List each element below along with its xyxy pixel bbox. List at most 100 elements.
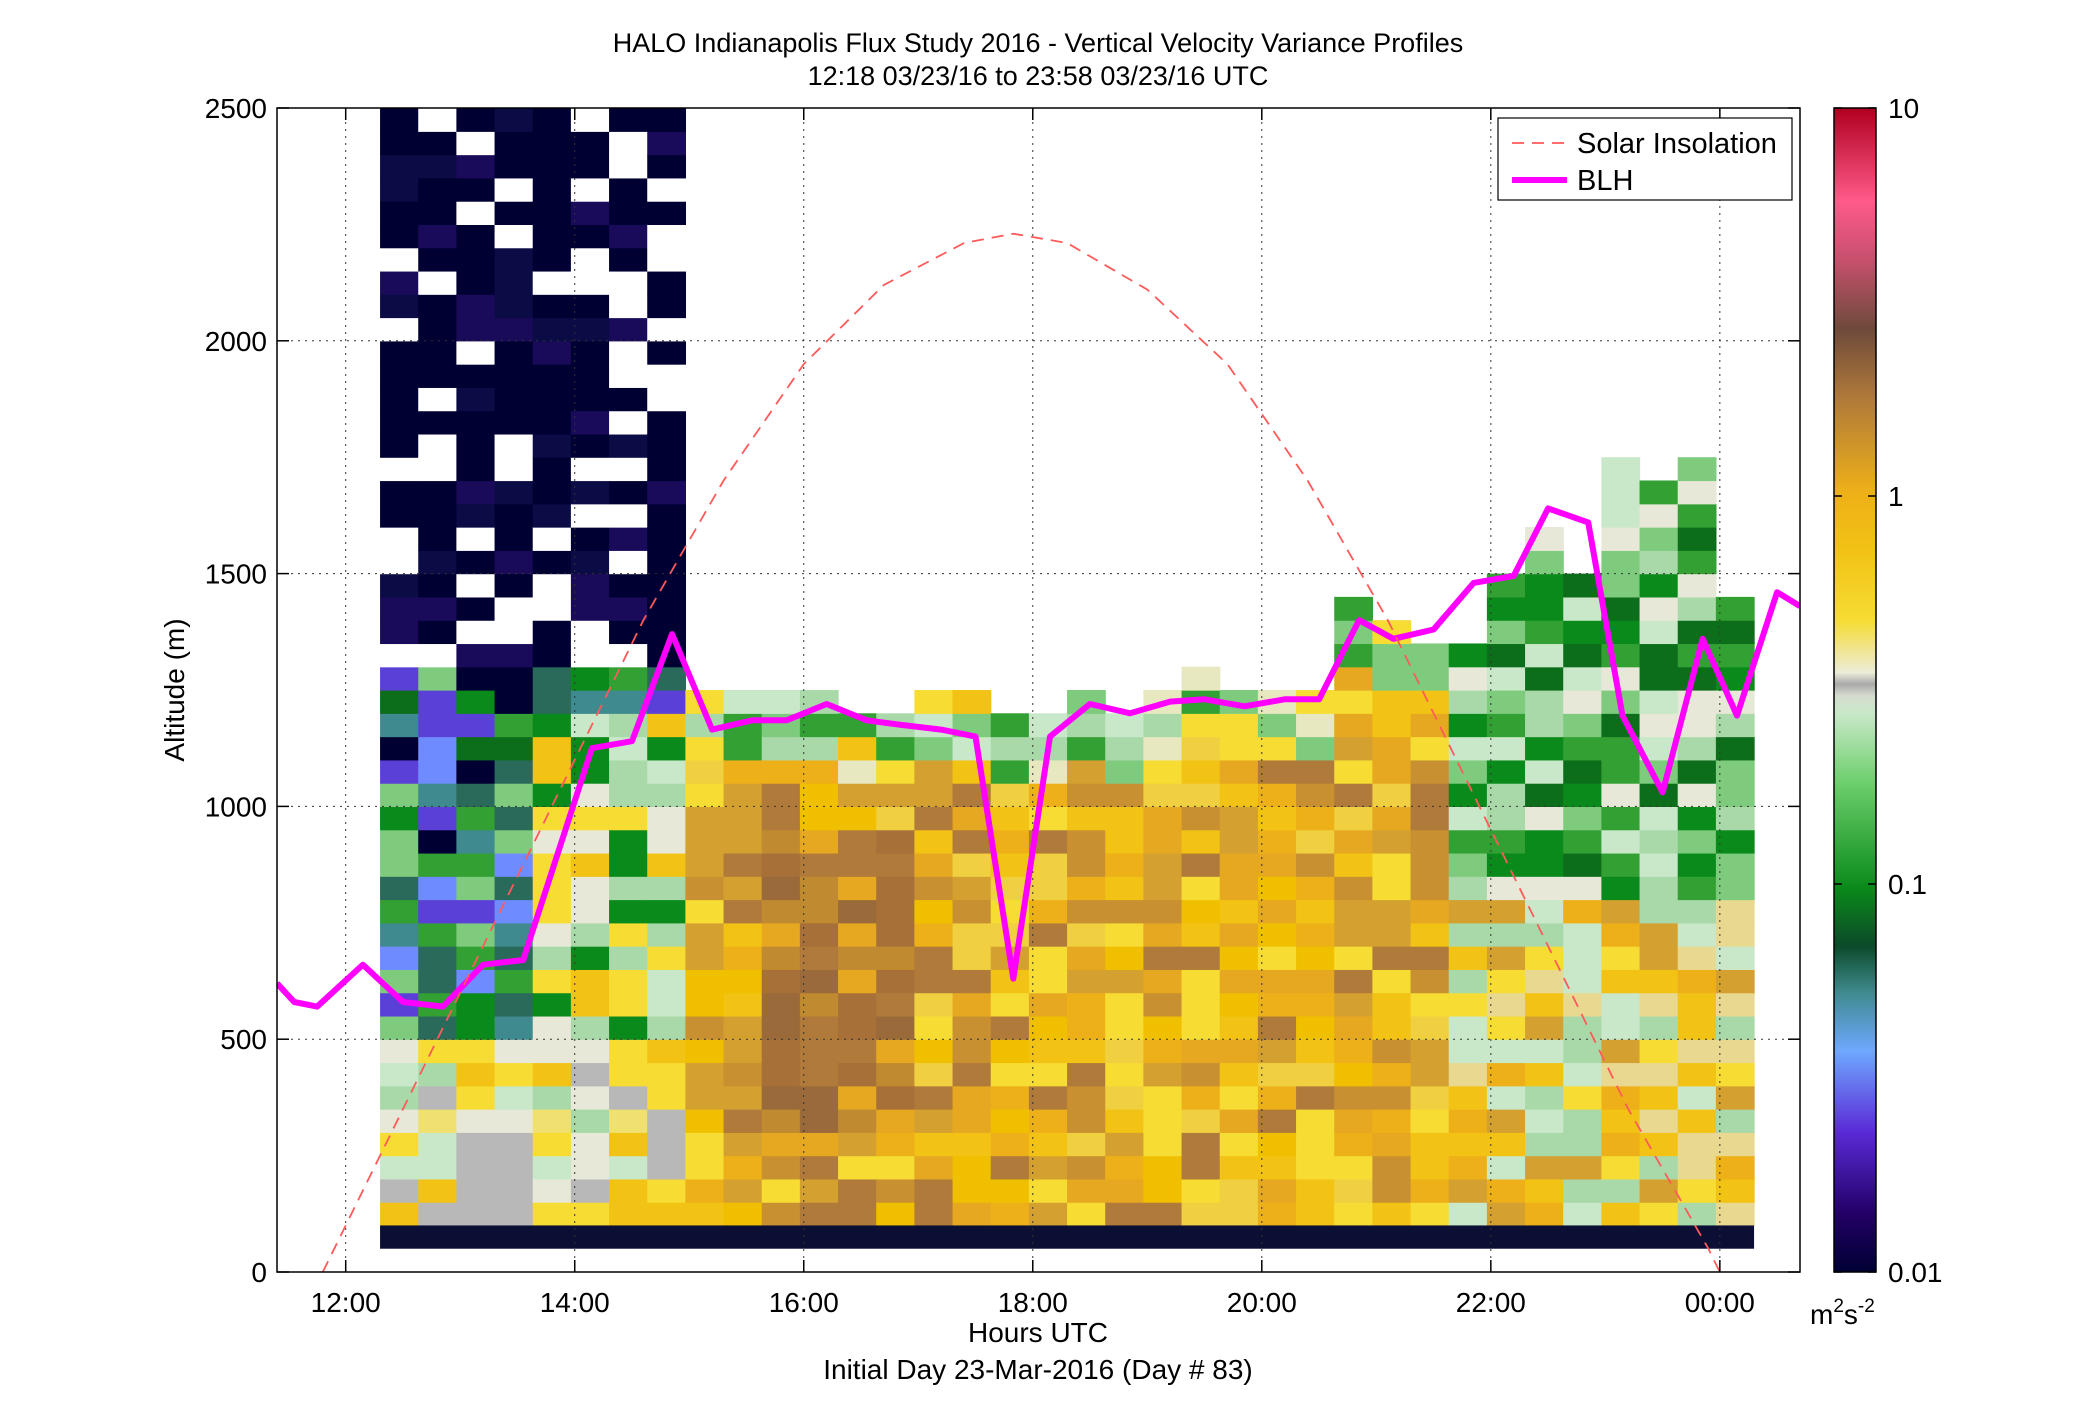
heatmap-cell <box>532 1039 572 1064</box>
heatmap-cell <box>1601 1039 1641 1064</box>
heatmap-cell <box>990 713 1030 738</box>
heatmap-cell <box>1219 876 1259 901</box>
heatmap-cell <box>990 992 1030 1017</box>
heatmap-cell <box>494 317 534 342</box>
heatmap-cell <box>799 1015 839 1040</box>
heatmap-cell <box>1028 922 1068 947</box>
heatmap-cell <box>1334 852 1373 877</box>
heatmap-cell <box>570 666 610 691</box>
colorbar-unit-mid: s <box>1844 1299 1858 1330</box>
heatmap-cell <box>914 1085 954 1110</box>
heatmap-cell <box>609 503 648 528</box>
heatmap-cell <box>570 317 610 342</box>
heatmap-cell <box>609 108 648 132</box>
heatmap-cell <box>418 108 457 132</box>
heatmap-cell <box>1334 596 1373 621</box>
heatmap-cell <box>456 364 496 388</box>
heatmap-cell <box>838 899 877 924</box>
heatmap-cell <box>1219 899 1259 924</box>
heatmap-cell <box>609 1015 648 1040</box>
heatmap-cell <box>1639 1202 1679 1227</box>
heatmap-cell <box>685 1062 725 1087</box>
heatmap-cell <box>1296 1085 1335 1110</box>
heatmap-cell <box>456 410 496 435</box>
heatmap-cell <box>609 1039 648 1064</box>
heatmap-cell <box>1639 596 1679 621</box>
heatmap-cell <box>647 270 686 295</box>
heatmap-cell <box>799 852 839 877</box>
heatmap-cell <box>761 829 801 854</box>
heatmap-cell <box>1525 550 1564 575</box>
heatmap-cell <box>1219 969 1259 994</box>
heatmap-cell <box>1219 852 1259 877</box>
heatmap-cell <box>1334 759 1373 784</box>
heatmap-cell <box>1486 690 1526 714</box>
heatmap-cell <box>876 829 915 854</box>
heatmap-cell <box>1486 1178 1526 1203</box>
heatmap-cell <box>494 573 534 598</box>
heatmap-cell <box>570 154 610 179</box>
heatmap-cell <box>570 1039 610 1064</box>
y-tick-label: 2500 <box>205 93 267 124</box>
heatmap-cell <box>1334 1039 1373 1064</box>
heatmap-cell <box>1639 643 1679 668</box>
heatmap-cell <box>990 736 1030 761</box>
heatmap-cell <box>1372 969 1412 994</box>
heatmap-cell <box>1028 1132 1068 1157</box>
heatmap-cell <box>1296 806 1335 831</box>
heatmap-cell <box>685 1202 725 1227</box>
heatmap-cell <box>609 550 648 575</box>
heatmap-cell <box>418 1202 457 1227</box>
heatmap-cell <box>1563 783 1602 807</box>
heatmap-cell <box>1372 806 1412 831</box>
heatmap-cell <box>456 969 496 994</box>
heatmap-cell <box>1372 1015 1412 1040</box>
heatmap-cell <box>1601 1085 1641 1110</box>
heatmap-cell <box>418 946 457 970</box>
heatmap-cell <box>1601 1132 1641 1157</box>
colorbar-unit-base: m <box>1810 1299 1833 1330</box>
heatmap-cell <box>456 666 496 691</box>
heatmap-cell <box>609 690 648 714</box>
x-axis-sublabel: Initial Day 23-Mar-2016 (Day # 83) <box>823 1354 1253 1385</box>
heatmap-cell <box>1334 1178 1373 1203</box>
heatmap-cell <box>1296 713 1335 738</box>
heatmap-cell <box>1143 1155 1183 1180</box>
heatmap-cell <box>1525 829 1564 854</box>
heatmap-cell <box>1563 922 1602 947</box>
heatmap-cell <box>1448 992 1488 1017</box>
heatmap-cell <box>1486 1085 1526 1110</box>
heatmap-cell <box>876 1109 915 1133</box>
heatmap-cell <box>1563 1178 1602 1203</box>
heatmap-cell <box>647 387 686 412</box>
heatmap-cell <box>876 1132 915 1157</box>
heatmap-cell <box>609 364 648 388</box>
heatmap-cell <box>1105 1109 1144 1133</box>
heatmap-cell <box>1181 1109 1221 1133</box>
heatmap-cell <box>494 480 534 505</box>
heatmap-cell <box>1677 1178 1717 1203</box>
heatmap-cell <box>380 457 419 482</box>
heatmap-cell <box>761 922 801 947</box>
heatmap-cell <box>952 690 992 714</box>
heatmap-cell <box>609 573 648 598</box>
heatmap-cell <box>1372 899 1412 924</box>
heatmap-cell <box>532 433 572 458</box>
heatmap-cell <box>685 806 725 831</box>
heatmap-cell <box>1639 899 1679 924</box>
heatmap-cell <box>1334 1109 1373 1133</box>
heatmap-cell <box>838 783 877 807</box>
colorbar-gradient <box>1833 107 1877 1273</box>
heatmap-cell <box>532 713 572 738</box>
heatmap-cell <box>799 1039 839 1064</box>
heatmap-cell <box>1563 899 1602 924</box>
heatmap-cell <box>380 806 419 831</box>
heatmap-cell <box>1410 666 1450 691</box>
heatmap-cell <box>1219 783 1259 807</box>
heatmap-cell <box>1334 1085 1373 1110</box>
heatmap-cell <box>380 294 419 319</box>
heatmap-cell <box>380 410 419 435</box>
heatmap-cell <box>1525 1132 1564 1157</box>
heatmap-cell <box>494 364 534 388</box>
heatmap-cell <box>380 1109 419 1133</box>
